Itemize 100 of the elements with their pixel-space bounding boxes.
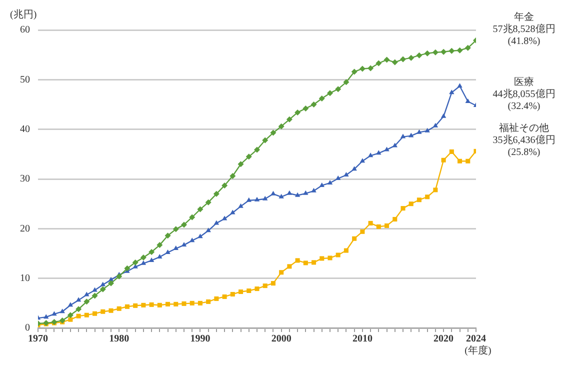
point	[44, 314, 49, 319]
point	[213, 190, 220, 197]
point	[52, 311, 57, 316]
point	[92, 292, 98, 299]
point	[222, 294, 227, 299]
point	[344, 248, 348, 253]
point	[432, 49, 438, 56]
point	[433, 188, 438, 192]
point	[303, 190, 308, 195]
point	[302, 105, 309, 112]
point	[295, 258, 300, 263]
point	[214, 296, 219, 301]
point	[92, 287, 98, 292]
point	[84, 312, 89, 318]
point	[448, 48, 455, 54]
point	[351, 68, 358, 75]
point	[408, 132, 414, 138]
point	[286, 116, 292, 122]
point	[68, 302, 74, 307]
point	[425, 194, 430, 200]
point	[198, 300, 202, 306]
point	[133, 303, 138, 308]
point	[327, 180, 333, 184]
point	[230, 292, 235, 296]
y-tick-label: 10	[20, 272, 30, 284]
point	[303, 260, 308, 266]
point	[424, 128, 430, 132]
point	[141, 302, 146, 308]
x-tick-label: 2020	[434, 334, 454, 345]
point	[465, 98, 470, 104]
point	[376, 224, 381, 229]
point	[230, 173, 236, 180]
point	[294, 109, 301, 116]
point	[408, 202, 414, 206]
point	[172, 226, 179, 232]
point	[246, 154, 252, 160]
point	[173, 246, 178, 250]
y-tick-label: 30	[20, 174, 30, 185]
point	[157, 254, 162, 258]
y-tick-label: 50	[20, 74, 30, 86]
point	[352, 166, 357, 171]
y-tick-label: 20	[20, 223, 30, 234]
point	[182, 301, 186, 306]
point	[392, 216, 398, 222]
point	[376, 60, 382, 66]
point	[319, 182, 324, 187]
text: (32.4%)	[508, 101, 540, 112]
point	[416, 198, 422, 202]
point	[166, 302, 170, 306]
point	[368, 65, 374, 72]
point	[392, 59, 398, 66]
point	[457, 83, 462, 88]
point	[84, 298, 90, 305]
point	[76, 306, 82, 312]
point	[464, 44, 471, 51]
point	[205, 199, 212, 206]
text: 57兆8,528億円	[492, 23, 556, 36]
x-tick-label: 2024	[466, 334, 486, 345]
point	[198, 234, 203, 238]
y-tick-label: 0	[25, 322, 30, 334]
point	[100, 309, 106, 314]
point	[214, 220, 220, 225]
point	[360, 158, 366, 163]
point	[458, 158, 462, 164]
point	[440, 113, 446, 118]
point	[222, 182, 228, 188]
text: 35兆6,436億円	[492, 134, 556, 146]
point	[384, 56, 390, 63]
text: (41.8%)	[508, 36, 540, 48]
point	[335, 86, 342, 92]
text: 年金	[514, 11, 534, 24]
point	[352, 236, 357, 241]
point	[400, 206, 406, 211]
point	[67, 312, 74, 318]
point	[368, 152, 374, 158]
point	[359, 66, 366, 72]
point	[294, 192, 300, 197]
x-axis-title: (年度)	[464, 344, 492, 357]
point	[312, 260, 316, 265]
point	[262, 284, 268, 288]
point	[238, 289, 244, 294]
point	[416, 129, 422, 134]
point	[424, 50, 430, 56]
point	[238, 203, 244, 208]
point	[190, 300, 194, 306]
point	[116, 306, 122, 311]
point	[400, 56, 406, 62]
point	[124, 265, 130, 272]
point	[262, 196, 268, 200]
point	[408, 54, 414, 61]
point	[336, 252, 340, 258]
point	[76, 297, 82, 302]
point	[344, 172, 349, 177]
point	[368, 220, 373, 226]
text: 福祉その他	[499, 122, 549, 134]
x-tick-label: 2010	[352, 334, 372, 345]
point	[140, 260, 146, 265]
x-tick-label: 2000	[271, 334, 292, 345]
point	[181, 222, 187, 228]
point	[148, 249, 155, 256]
